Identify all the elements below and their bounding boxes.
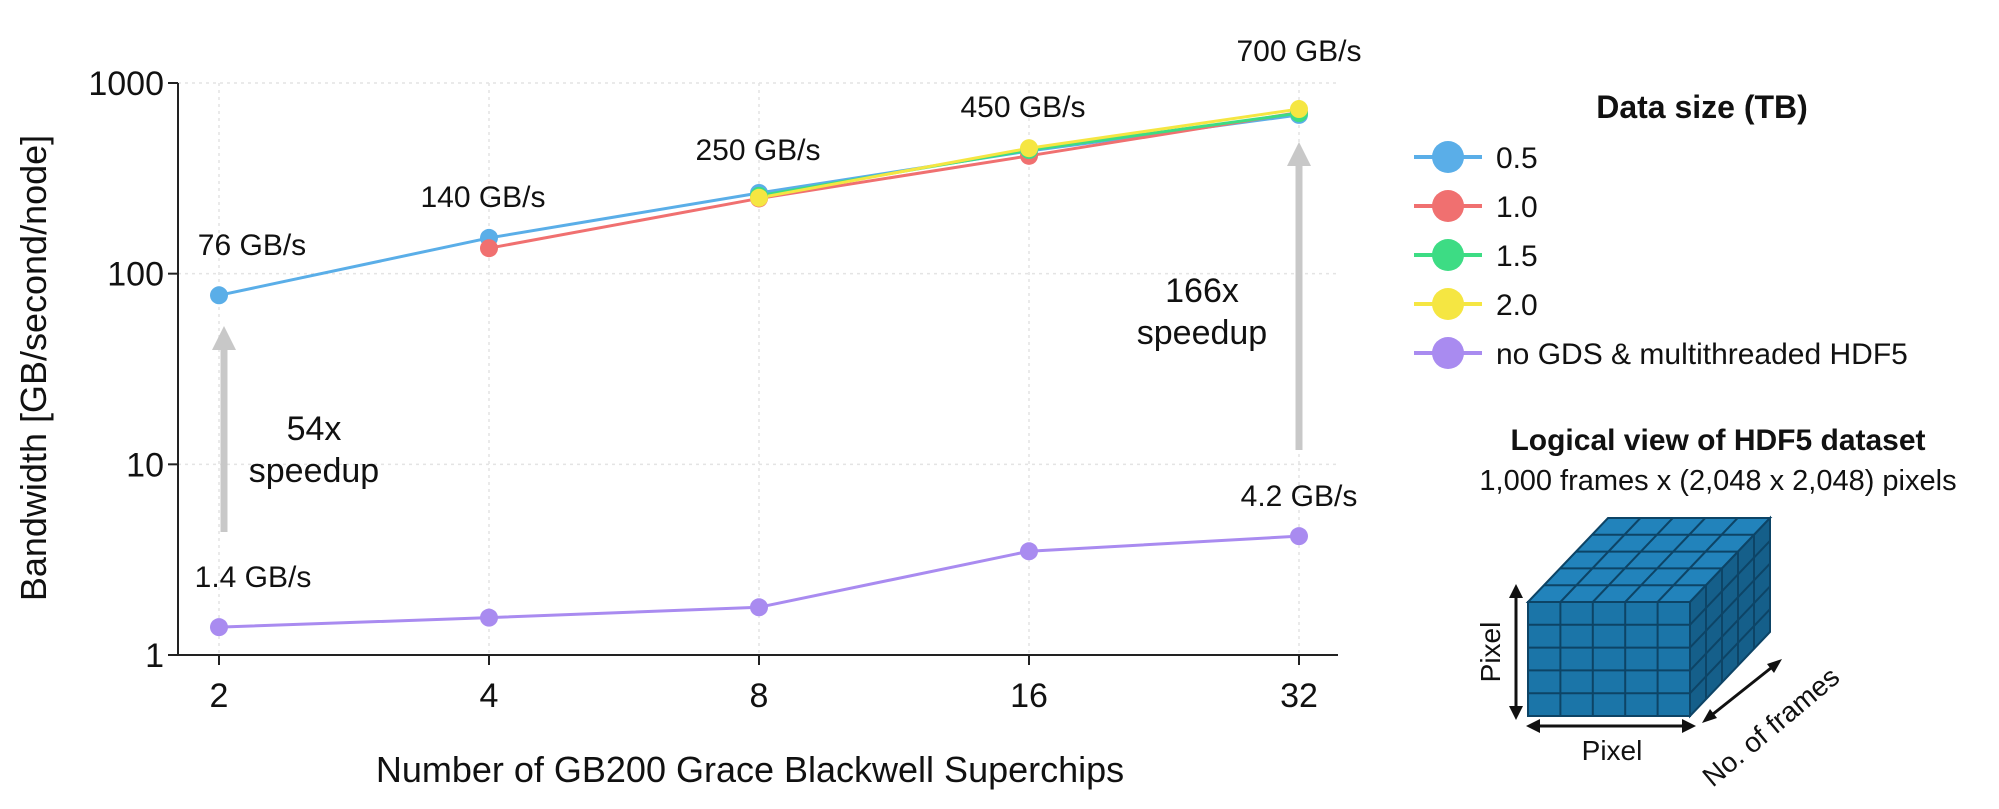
data-point — [750, 598, 768, 617]
value-annotation: 76 GB/s — [198, 229, 306, 262]
speedup-word-label: speedup — [1137, 314, 1267, 352]
legend-label: no GDS & multithreaded HDF5 — [1496, 338, 1908, 371]
data-point — [480, 608, 498, 627]
value-annotation: 4.2 GB/s — [1241, 480, 1358, 513]
frames-arrow-icon — [1702, 659, 1782, 723]
legend-label: 1.5 — [1496, 240, 1538, 273]
value-annotation: 700 GB/s — [1236, 35, 1361, 68]
x-tick-label: 8 — [750, 677, 769, 715]
data-point — [1020, 542, 1038, 561]
data-point — [1290, 527, 1308, 546]
y-tick-label: 1 — [145, 637, 164, 675]
data-point — [1290, 100, 1308, 119]
y-ticks: 1 10 100 1000 — [88, 65, 178, 675]
legend-title: Data size (TB) — [1596, 89, 1808, 125]
y-tick-label: 10 — [126, 446, 164, 484]
horizontal-pixel-arrow-icon — [1526, 719, 1696, 733]
dataset-view-title: Logical view of HDF5 dataset — [1510, 424, 1925, 457]
horizontal-pixel-label: Pixel — [1582, 735, 1643, 766]
speedup-arrows — [212, 142, 1311, 532]
grid — [178, 82, 1338, 656]
y-axis-title: Bandwidth [GB/second/node] — [13, 135, 54, 601]
speedup-labels: 54x speedup 166x speedup — [249, 272, 1267, 490]
x-axis-title: Number of GB200 Grace Blackwell Superchi… — [376, 749, 1124, 790]
value-annotation: 250 GB/s — [695, 134, 820, 167]
x-tick-label: 4 — [480, 677, 499, 715]
x-tick-label: 16 — [1010, 677, 1048, 715]
legend-label: 1.0 — [1496, 191, 1538, 224]
vertical-pixel-label: Pixel — [1475, 622, 1506, 683]
vertical-pixel-arrow-icon — [1509, 584, 1523, 720]
series-line-1 — [488, 111, 1300, 250]
x-tick-label: 32 — [1280, 677, 1318, 715]
legend-marker — [1432, 288, 1464, 320]
legend-marker — [1432, 141, 1464, 173]
data-point — [480, 239, 498, 258]
legend-label: 0.5 — [1496, 142, 1538, 175]
series-points — [210, 100, 1308, 637]
speedup-arrow-head-icon — [212, 326, 236, 350]
speedup-factor-label: 166x — [1165, 272, 1239, 310]
legend-marker — [1432, 239, 1464, 271]
y-tick-label: 1000 — [88, 65, 164, 103]
x-tick-label: 2 — [210, 677, 229, 715]
data-point — [210, 618, 228, 637]
speedup-word-label: speedup — [249, 452, 379, 490]
hdf5-cube-icon — [1525, 515, 1773, 719]
value-annotation: 140 GB/s — [420, 181, 545, 214]
axes — [177, 83, 1338, 656]
dataset-view: Logical view of HDF5 dataset 1,000 frame… — [1475, 424, 1957, 793]
y-tick-label: 100 — [107, 256, 164, 294]
dataset-view-subtitle: 1,000 frames x (2,048 x 2,048) pixels — [1479, 465, 1956, 497]
legend: Data size (TB) 0.5 1.0 1.5 2.0 no GDS & mult… — [1414, 89, 1908, 371]
legend-marker — [1432, 190, 1464, 222]
speedup-arrow-head-icon — [1287, 142, 1311, 166]
legend-label: 2.0 — [1496, 289, 1538, 322]
data-point — [1020, 139, 1038, 158]
value-annotation: 1.4 GB/s — [195, 561, 312, 594]
annotations: 76 GB/s 140 GB/s 250 GB/s 450 GB/s 700 GB/s 1… — [195, 35, 1362, 594]
data-point — [210, 286, 228, 305]
legend-marker — [1432, 337, 1464, 369]
x-ticks: 2 4 8 16 32 — [210, 655, 1318, 715]
value-annotation: 450 GB/s — [960, 91, 1085, 124]
data-point — [750, 188, 768, 207]
speedup-factor-label: 54x — [287, 410, 342, 448]
